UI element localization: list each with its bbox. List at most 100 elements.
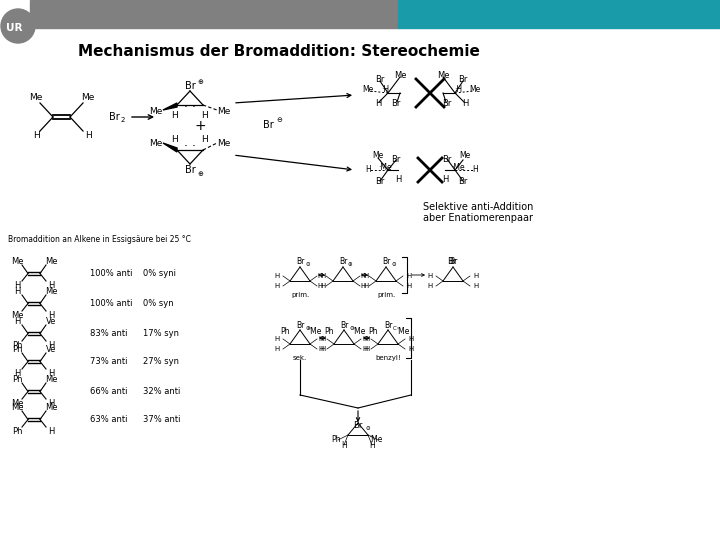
Text: Ph: Ph: [368, 327, 378, 336]
Text: H: H: [364, 283, 369, 289]
Text: H: H: [48, 399, 54, 408]
Text: 'Me: 'Me: [308, 327, 322, 336]
Text: C: C: [393, 326, 397, 330]
Text: 'Me: 'Me: [396, 327, 410, 336]
Text: ⊖: ⊖: [305, 262, 310, 267]
Text: Me: Me: [81, 93, 95, 103]
Text: ⊕: ⊕: [197, 171, 203, 177]
Text: 'Me: 'Me: [352, 327, 366, 336]
Text: 63% anti: 63% anti: [90, 415, 127, 424]
Text: ⊖: ⊖: [365, 427, 369, 431]
Text: Ph: Ph: [324, 327, 334, 336]
Bar: [30, 0, 398, 28]
Text: 32% anti: 32% anti: [143, 387, 181, 396]
Text: H: H: [375, 98, 381, 107]
Text: Br: Br: [184, 81, 195, 91]
Text: ⊖: ⊖: [276, 117, 282, 123]
Text: H: H: [364, 346, 369, 352]
Text: Br: Br: [354, 421, 363, 429]
Text: Me: Me: [394, 71, 406, 79]
Text: Br: Br: [296, 258, 304, 267]
Text: Mechanismus der Bromaddition: Stereochemie: Mechanismus der Bromaddition: Stereochem…: [78, 44, 480, 59]
Text: H: H: [14, 368, 20, 377]
Text: H: H: [274, 346, 279, 352]
Text: H: H: [408, 336, 413, 342]
Text: H: H: [202, 136, 208, 145]
Text: Me: Me: [372, 152, 384, 160]
Text: Br: Br: [391, 98, 401, 107]
Text: Ph: Ph: [331, 435, 341, 444]
Text: Br: Br: [375, 178, 384, 186]
Text: ⊖: ⊖: [349, 326, 354, 330]
Text: ⊖: ⊖: [391, 262, 395, 267]
Text: Me: Me: [11, 256, 23, 266]
Text: Me: Me: [469, 85, 481, 94]
Text: ⊕: ⊕: [348, 262, 353, 267]
Text: ·H: ·H: [454, 85, 462, 94]
Text: Br: Br: [384, 321, 392, 329]
Text: H: H: [48, 368, 54, 377]
Text: H: H: [361, 273, 366, 279]
Text: Selektive anti-Addition: Selektive anti-Addition: [423, 202, 534, 212]
Text: H: H: [48, 310, 54, 320]
Text: H: H: [442, 176, 448, 185]
Text: H: H: [428, 283, 433, 289]
Text: Me: Me: [11, 399, 23, 408]
Text: H: H: [364, 273, 369, 279]
Text: H: H: [274, 336, 279, 342]
Text: H: H: [406, 273, 412, 279]
Text: Br: Br: [340, 321, 348, 329]
Text: H: H: [320, 273, 325, 279]
Text: Br: Br: [459, 178, 468, 186]
Text: 73% anti: 73% anti: [90, 357, 127, 366]
Text: H: H: [369, 441, 375, 449]
Text: 0% syn: 0% syn: [143, 299, 174, 308]
Text: H: H: [318, 346, 323, 352]
Text: ⊕: ⊕: [197, 79, 203, 85]
Text: 66% anti: 66% anti: [90, 387, 127, 396]
Text: Me: Me: [45, 375, 58, 383]
Polygon shape: [163, 103, 177, 110]
Text: Br: Br: [375, 75, 384, 84]
Text: H: H: [320, 346, 325, 352]
Text: ·Me: ·Me: [451, 163, 465, 172]
Text: H: H: [171, 111, 179, 119]
Text: H: H: [395, 176, 401, 185]
Text: +: +: [194, 119, 206, 133]
Text: 17% syn: 17% syn: [143, 329, 179, 338]
Text: H: H: [318, 283, 323, 289]
Text: H: H: [473, 273, 479, 279]
Text: H: H: [320, 336, 325, 342]
Text: sek.: sek.: [293, 355, 307, 361]
Text: Me: Me: [11, 402, 23, 411]
Text: H: H: [274, 273, 279, 279]
Text: 100% anti: 100% anti: [90, 269, 132, 278]
Text: 100% anti: 100% anti: [90, 299, 132, 308]
Text: Me: Me: [362, 85, 374, 94]
Text: 'Me: 'Me: [369, 435, 383, 444]
Text: H: H: [318, 273, 323, 279]
Text: H: H: [32, 132, 40, 140]
Text: H: H: [462, 98, 468, 107]
Text: H: H: [14, 316, 20, 326]
Text: ·: ·: [192, 102, 196, 114]
Text: H: H: [362, 336, 368, 342]
Text: ·: ·: [184, 102, 188, 114]
Text: H: H: [14, 287, 20, 295]
Text: prim.: prim.: [377, 292, 395, 298]
Text: Me: Me: [149, 139, 163, 148]
Text: H: H: [48, 341, 54, 349]
Text: Me: Me: [45, 256, 58, 266]
Text: ·Me: ·Me: [378, 163, 392, 172]
Text: ·: ·: [192, 140, 196, 153]
Text: H: H: [472, 165, 478, 174]
Text: H: H: [341, 441, 347, 449]
Text: prim.: prim.: [291, 292, 309, 298]
Text: H: H: [361, 283, 366, 289]
Text: H: H: [318, 336, 323, 342]
Text: H: H: [365, 165, 371, 174]
Text: Me: Me: [217, 106, 230, 116]
Text: Br: Br: [296, 321, 304, 329]
Circle shape: [1, 9, 35, 43]
Text: Ve: Ve: [46, 345, 56, 354]
